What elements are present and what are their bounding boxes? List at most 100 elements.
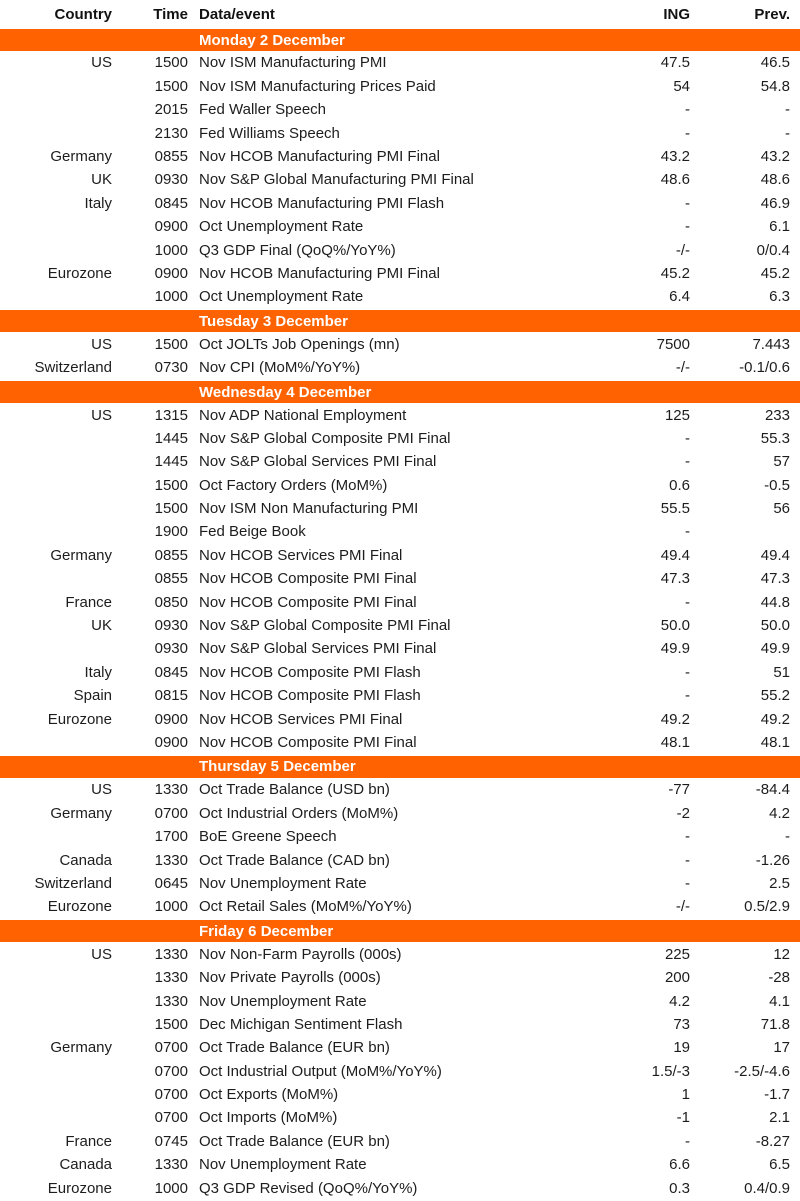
- table-row: 0700 Oct Imports (MoM%) -1 2.1: [0, 1107, 800, 1130]
- ing-cell: 73: [673, 1015, 690, 1033]
- time-cell: 1000: [154, 898, 188, 916]
- time-cell: 1330: [154, 1156, 188, 1174]
- ing-cell: 225: [664, 945, 690, 963]
- section-title: Friday 6 December: [199, 922, 334, 940]
- time-cell: 2015: [154, 101, 188, 119]
- ing-cell: 0.6: [669, 476, 690, 494]
- event-cell: Nov HCOB Manufacturing PMI Final: [199, 149, 440, 165]
- time-cell: 2130: [154, 124, 188, 142]
- table-row: US 1330 Nov Non-Farm Payrolls (000s) 225 12: [0, 943, 800, 966]
- prev-cell: 6.5: [769, 1156, 790, 1174]
- prev-cell: 51: [773, 663, 790, 681]
- ing-cell: 55.5: [660, 500, 690, 518]
- ing-cell: 1: [681, 1086, 690, 1104]
- section-header: Wednesday 4 December: [0, 381, 800, 404]
- ing-cell: -: [685, 593, 690, 611]
- prev-cell: 6.3: [769, 288, 790, 306]
- country-cell: Canada: [59, 1156, 112, 1174]
- table-row: Eurozone 1000 Oct Retail Sales (MoM%/YoY%)…: [0, 896, 800, 919]
- table-row: 1330 Nov Unemployment Rate 4.2 4.1: [0, 990, 800, 1013]
- table-header-row: Country Time Data/event ING Prev.: [0, 2, 800, 28]
- table-row: Germany 0700 Oct Trade Balance (EUR bn) 19 1…: [0, 1037, 800, 1060]
- time-cell: 0745: [154, 1132, 188, 1150]
- ing-cell: 47.3: [660, 570, 690, 588]
- country-cell: Switzerland: [34, 359, 112, 377]
- ing-cell: -2: [676, 804, 690, 822]
- ing-cell: 49.4: [660, 546, 690, 564]
- table-row: 0900 Nov HCOB Composite PMI Final 48.1 48.1: [0, 732, 800, 755]
- country-cell: UK: [91, 171, 112, 189]
- prev-cell: 0/0.4: [756, 241, 790, 259]
- event-cell: Nov Unemployment Rate: [199, 993, 367, 1010]
- time-cell: 0930: [154, 640, 188, 658]
- time-cell: 0700: [154, 1039, 188, 1057]
- table-row: 0900 Oct Unemployment Rate - 6.1: [0, 216, 800, 239]
- time-cell: 0855: [154, 148, 188, 165]
- ing-cell: -: [685, 1132, 690, 1150]
- time-cell: 0930: [154, 171, 188, 189]
- country-cell: US: [91, 406, 112, 424]
- prev-cell: -: [785, 101, 790, 119]
- event-cell: Oct Trade Balance (USD bn): [199, 782, 390, 799]
- event-cell: Nov HCOB Composite PMI Final: [199, 571, 417, 588]
- calendar-body: Monday 2 December US 1500 Nov ISM Manufactu…: [0, 29, 800, 1201]
- time-cell: 0700: [154, 804, 188, 822]
- event-cell: Dec Michigan Sentiment Flash: [199, 1016, 403, 1033]
- ing-cell: -/-: [675, 241, 690, 259]
- time-cell: 0700: [154, 1109, 188, 1127]
- time-cell: 0930: [154, 617, 188, 635]
- event-cell: Fed Waller Speech: [199, 102, 327, 119]
- event-cell: Oct Trade Balance (CAD bn): [199, 852, 390, 869]
- table-row: France 0745 Oct Trade Balance (EUR bn) - -8.…: [0, 1130, 800, 1153]
- country-cell: France: [65, 1132, 112, 1150]
- event-cell: Oct Trade Balance (EUR bn): [199, 1133, 390, 1150]
- event-cell: Nov HCOB Services PMI Final: [199, 547, 403, 564]
- ing-cell: 125: [664, 406, 690, 424]
- event-cell: Nov S&P Global Services PMI Final: [199, 641, 437, 658]
- event-cell: Nov HCOB Composite PMI Flash: [199, 664, 421, 681]
- table-row: Eurozone 0900 Nov HCOB Services PMI Final 4…: [0, 708, 800, 731]
- time-cell: 0855: [154, 546, 188, 564]
- section-title: Wednesday 4 December: [199, 383, 372, 401]
- event-cell: Oct Retail Sales (MoM%/YoY%): [199, 899, 412, 916]
- time-cell: 1900: [154, 523, 188, 541]
- event-cell: Nov S&P Global Composite PMI Final: [199, 618, 451, 635]
- time-cell: 1000: [154, 1179, 188, 1197]
- country-cell: Germany: [50, 148, 112, 165]
- country-cell: US: [91, 54, 112, 72]
- prev-cell: -: [785, 124, 790, 142]
- ing-cell: -77: [668, 781, 690, 799]
- prev-cell: -0.1/0.6: [739, 359, 790, 377]
- table-row: US 1330 Oct Trade Balance (USD bn) -77 -84.4: [0, 779, 800, 802]
- time-cell: 0900: [154, 710, 188, 728]
- ing-cell: 1.5/-3: [651, 1062, 690, 1080]
- section-header: Thursday 5 December: [0, 755, 800, 778]
- ing-cell: 54: [673, 77, 690, 95]
- table-row: 1500 Nov ISM Manufacturing Prices Paid 54 5…: [0, 75, 800, 98]
- ing-cell: 19: [673, 1039, 690, 1057]
- table-row: Italy 0845 Nov HCOB Composite PMI Flash - 51: [0, 661, 800, 684]
- prev-cell: 71.8: [760, 1015, 790, 1033]
- prev-cell: 4.2: [769, 804, 790, 822]
- event-cell: Nov CPI (MoM%/YoY%): [199, 360, 361, 377]
- country-cell: Eurozone: [47, 264, 112, 282]
- table-row: Eurozone 0900 Nov HCOB Manufacturing PMI F…: [0, 263, 800, 286]
- event-cell: Fed Beige Book: [199, 524, 306, 541]
- time-cell: 1330: [154, 781, 188, 799]
- table-row: 1500 Nov ISM Non Manufacturing PMI 55.5 56: [0, 498, 800, 521]
- prev-cell: -: [785, 828, 790, 846]
- time-cell: 1315: [154, 406, 188, 424]
- time-cell: 1330: [154, 992, 188, 1010]
- event-cell: Nov S&P Global Manufacturing PMI Final: [199, 172, 474, 189]
- time-cell: 1500: [154, 500, 188, 518]
- event-cell: Nov ADP National Employment: [199, 407, 407, 424]
- country-cell: Germany: [50, 1039, 112, 1057]
- event-cell: Oct Factory Orders (MoM%): [199, 477, 388, 494]
- event-cell: Nov ISM Non Manufacturing PMI: [199, 501, 419, 518]
- event-cell: Oct JOLTs Job Openings (mn): [199, 336, 400, 353]
- prev-cell: -1.7: [764, 1086, 790, 1104]
- header-ing: ING: [663, 5, 690, 23]
- ing-cell: 4.2: [669, 992, 690, 1010]
- table-row: 1500 Oct Factory Orders (MoM%) 0.6 -0.5: [0, 474, 800, 497]
